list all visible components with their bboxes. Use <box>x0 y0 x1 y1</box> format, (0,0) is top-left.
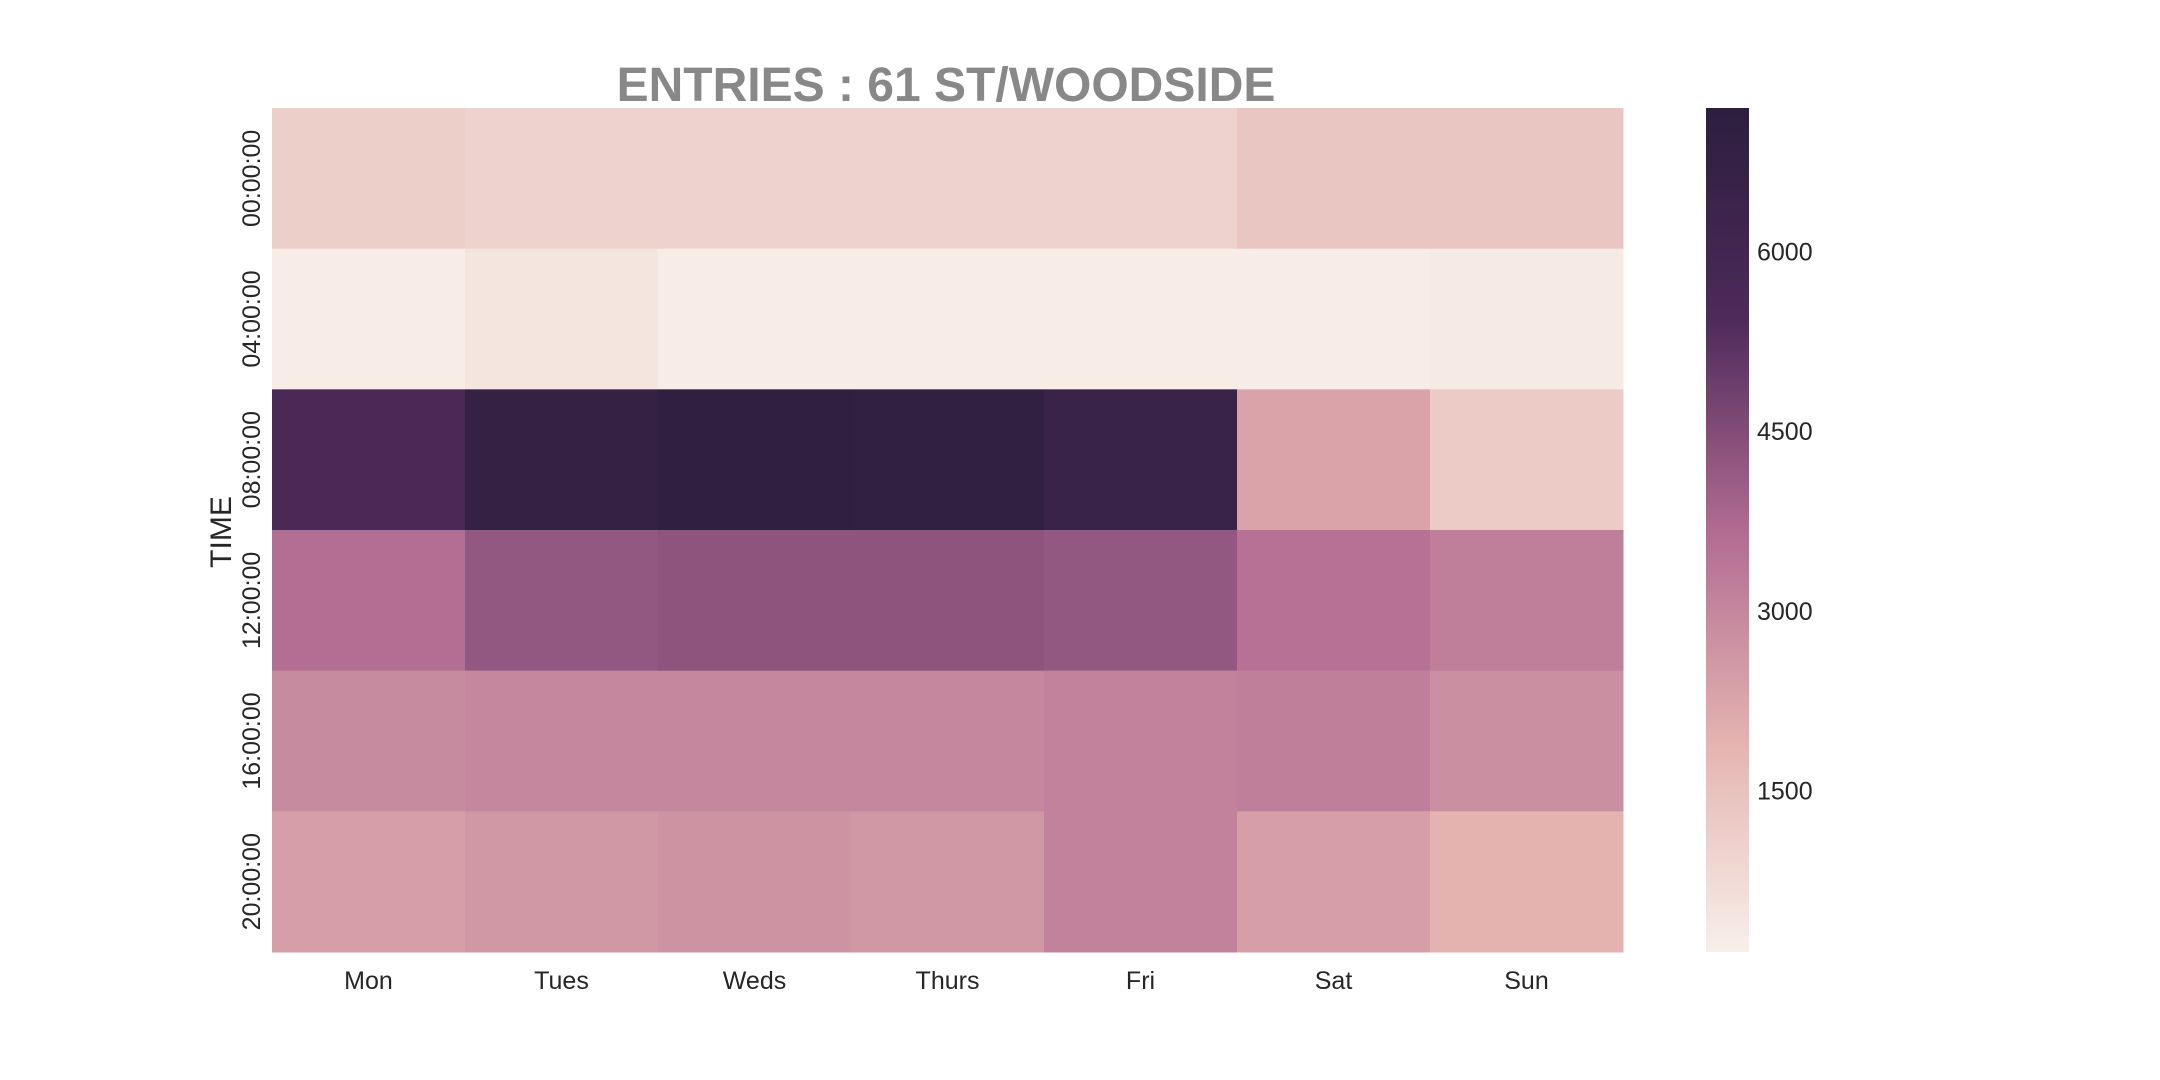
heatmap-cell <box>1430 108 1624 250</box>
y-tick-label: 16:00:00 <box>238 692 266 789</box>
colorbar <box>1706 108 1749 952</box>
heatmap-cell <box>658 670 852 812</box>
heatmap-cell <box>465 248 659 390</box>
heatmap-cell <box>465 530 659 672</box>
heatmap-cell <box>1044 811 1238 953</box>
heatmap-cell <box>1430 389 1624 531</box>
heatmap-cell <box>658 108 852 250</box>
heatmap-cell <box>1237 108 1431 250</box>
chart-title: ENTRIES : 61 ST/WOODSIDE <box>617 59 1276 112</box>
colorbar-tick-labels: 1500 3000 4500 6000 <box>1757 239 1813 806</box>
heatmap-cell <box>272 389 466 531</box>
y-tick-label: 04:00:00 <box>238 270 266 367</box>
x-tick-label: Mon <box>344 967 393 995</box>
y-tick-label: 12:00:00 <box>238 552 266 649</box>
heatmap-cell <box>272 530 466 672</box>
heatmap-cell <box>465 389 659 531</box>
heatmap-cell <box>1430 530 1624 672</box>
colorbar-tick-label: 6000 <box>1757 239 1813 267</box>
heatmap-cell <box>1237 530 1431 672</box>
heatmap-cell <box>465 670 659 812</box>
heatmap-cell <box>1044 248 1238 390</box>
heatmap-cell <box>1237 670 1431 812</box>
y-tick-label: 20:00:00 <box>238 833 266 930</box>
heatmap-cell <box>1430 670 1624 812</box>
heatmap-cell <box>1237 811 1431 953</box>
heatmap-cell <box>465 108 659 250</box>
heatmap-cell <box>1044 389 1238 531</box>
heatmap-cell <box>1044 530 1238 672</box>
heatmap-cell <box>1430 811 1624 953</box>
heatmap-cell <box>851 670 1045 812</box>
x-tick-label: Fri <box>1126 967 1155 995</box>
heatmap-cell <box>1237 389 1431 531</box>
heatmap-cell <box>658 248 852 390</box>
x-tick-label: Sat <box>1315 967 1353 995</box>
x-tick-label: Sun <box>1504 967 1548 995</box>
y-tick-labels: 00:00:00 04:00:00 08:00:00 12:00:00 16:00:00… <box>238 130 266 931</box>
heatmap-cell <box>1044 670 1238 812</box>
heatmap-cell <box>851 108 1045 250</box>
heatmap-cell <box>272 248 466 390</box>
heatmap-cell <box>851 811 1045 953</box>
y-tick-label: 00:00:00 <box>238 130 266 227</box>
colorbar-tick-label: 3000 <box>1757 598 1813 626</box>
heatmap-cell <box>658 811 852 953</box>
y-axis-label: TIME <box>205 496 238 568</box>
heatmap-cell <box>658 389 852 531</box>
colorbar-tick-label: 1500 <box>1757 777 1813 805</box>
y-tick-label: 08:00:00 <box>238 411 266 508</box>
heatmap-cell <box>851 248 1045 390</box>
heatmap-cell <box>658 530 852 672</box>
heatmap-cell <box>1044 108 1238 250</box>
heatmap-cell <box>1237 248 1431 390</box>
x-tick-label: Weds <box>723 967 786 995</box>
x-tick-label: Tues <box>534 967 589 995</box>
heatmap-cells <box>272 108 1624 953</box>
colorbar-tick-label: 4500 <box>1757 418 1813 446</box>
heatmap-cell <box>851 530 1045 672</box>
heatmap-cell <box>465 811 659 953</box>
heatmap-cell <box>272 670 466 812</box>
heatmap-cell <box>272 108 466 250</box>
heatmap-cell <box>1430 248 1624 390</box>
x-tick-label: Thurs <box>916 967 980 995</box>
x-tick-labels: Mon Tues Weds Thurs Fri Sat Sun <box>344 967 1549 995</box>
heatmap-cell <box>272 811 466 953</box>
heatmap-cell <box>851 389 1045 531</box>
